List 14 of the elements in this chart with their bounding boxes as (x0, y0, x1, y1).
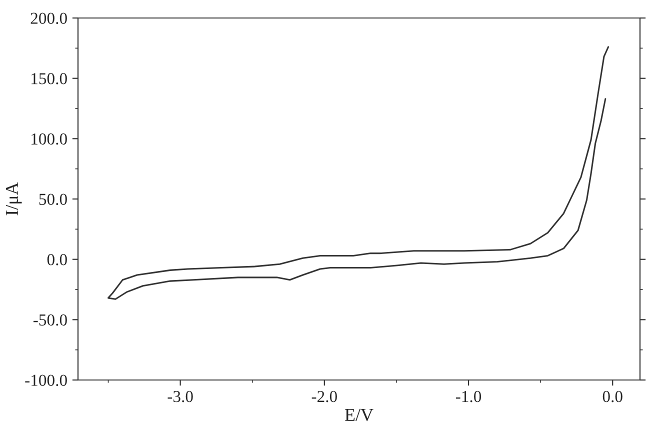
x-tick-label: 0.0 (602, 390, 622, 402)
y-tick-label: 200.0 (30, 12, 67, 24)
line-series (107, 46, 610, 300)
x-axis-title: E/V (344, 408, 374, 422)
x-tick-label: -3.0 (168, 390, 193, 402)
y-axis-title: I/μA (6, 182, 22, 216)
y-tick-label: 150.0 (32, 73, 67, 84)
y-tick-label: 50.0 (39, 194, 67, 206)
y-tick-label: -50.0 (33, 314, 67, 326)
y-tick-label: 0.0 (47, 254, 67, 266)
x-tick-label: -2.0 (312, 390, 337, 402)
y-tick-label: 100.0 (32, 133, 67, 145)
y-tick-label: -100.0 (25, 374, 67, 386)
x-tick-label: -1.0 (456, 390, 482, 402)
